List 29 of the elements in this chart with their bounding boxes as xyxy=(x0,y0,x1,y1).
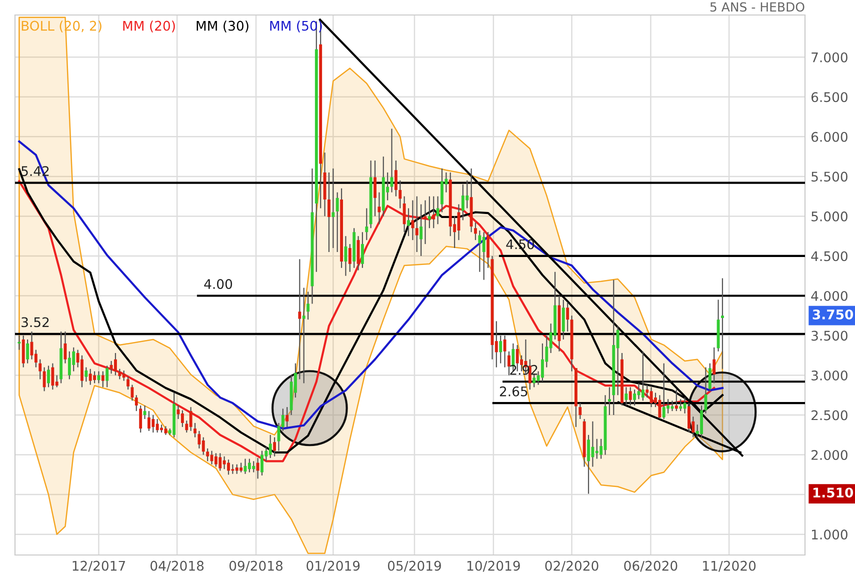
text: MM (20) xyxy=(123,20,175,32)
y-tick-label: 5.500 xyxy=(812,172,848,182)
y-tick-label: 6.500 xyxy=(811,92,848,102)
y-tick-label: 6.000 xyxy=(811,132,848,142)
x-tick-label: 05/2019 xyxy=(388,560,441,572)
y-tick-label: 5.000 xyxy=(812,211,848,222)
x-tick-label: 10/2019 xyxy=(467,560,520,572)
y-tick-label: 4.000 xyxy=(811,290,848,301)
x-tick-label: 01/2019 xyxy=(306,560,360,572)
annotation: 3.52 xyxy=(22,317,49,328)
text: MM (30) xyxy=(196,20,248,32)
annotation: 2.65 xyxy=(500,386,528,396)
x-tick-label: 09/2018 xyxy=(229,560,283,572)
chart-subtitle: 5 ANS - HEBDO xyxy=(710,2,804,12)
x-tick-label: 06/2020 xyxy=(624,560,678,572)
y-tick-label: 3.000 xyxy=(812,370,848,380)
y-tick-label: 3.500 xyxy=(812,330,848,341)
x-tick-label: 02/2020 xyxy=(545,560,598,572)
y-tick-label: 2.000 xyxy=(812,450,848,460)
x-tick-label: 11/2020 xyxy=(703,560,756,572)
y-tick-label: 7.000 xyxy=(812,52,848,62)
text: 3.750 xyxy=(812,309,854,320)
x-tick-label: 12/2017 xyxy=(72,560,126,572)
y-tick-label: 1.000 xyxy=(812,530,848,540)
x-tick-label: 04/2018 xyxy=(150,560,204,572)
text: 1.510 xyxy=(813,488,854,498)
y-tick-label: 2.500 xyxy=(812,410,848,420)
annotation: 4.00 xyxy=(204,279,232,290)
y-tick-label: 4.500 xyxy=(811,251,848,262)
